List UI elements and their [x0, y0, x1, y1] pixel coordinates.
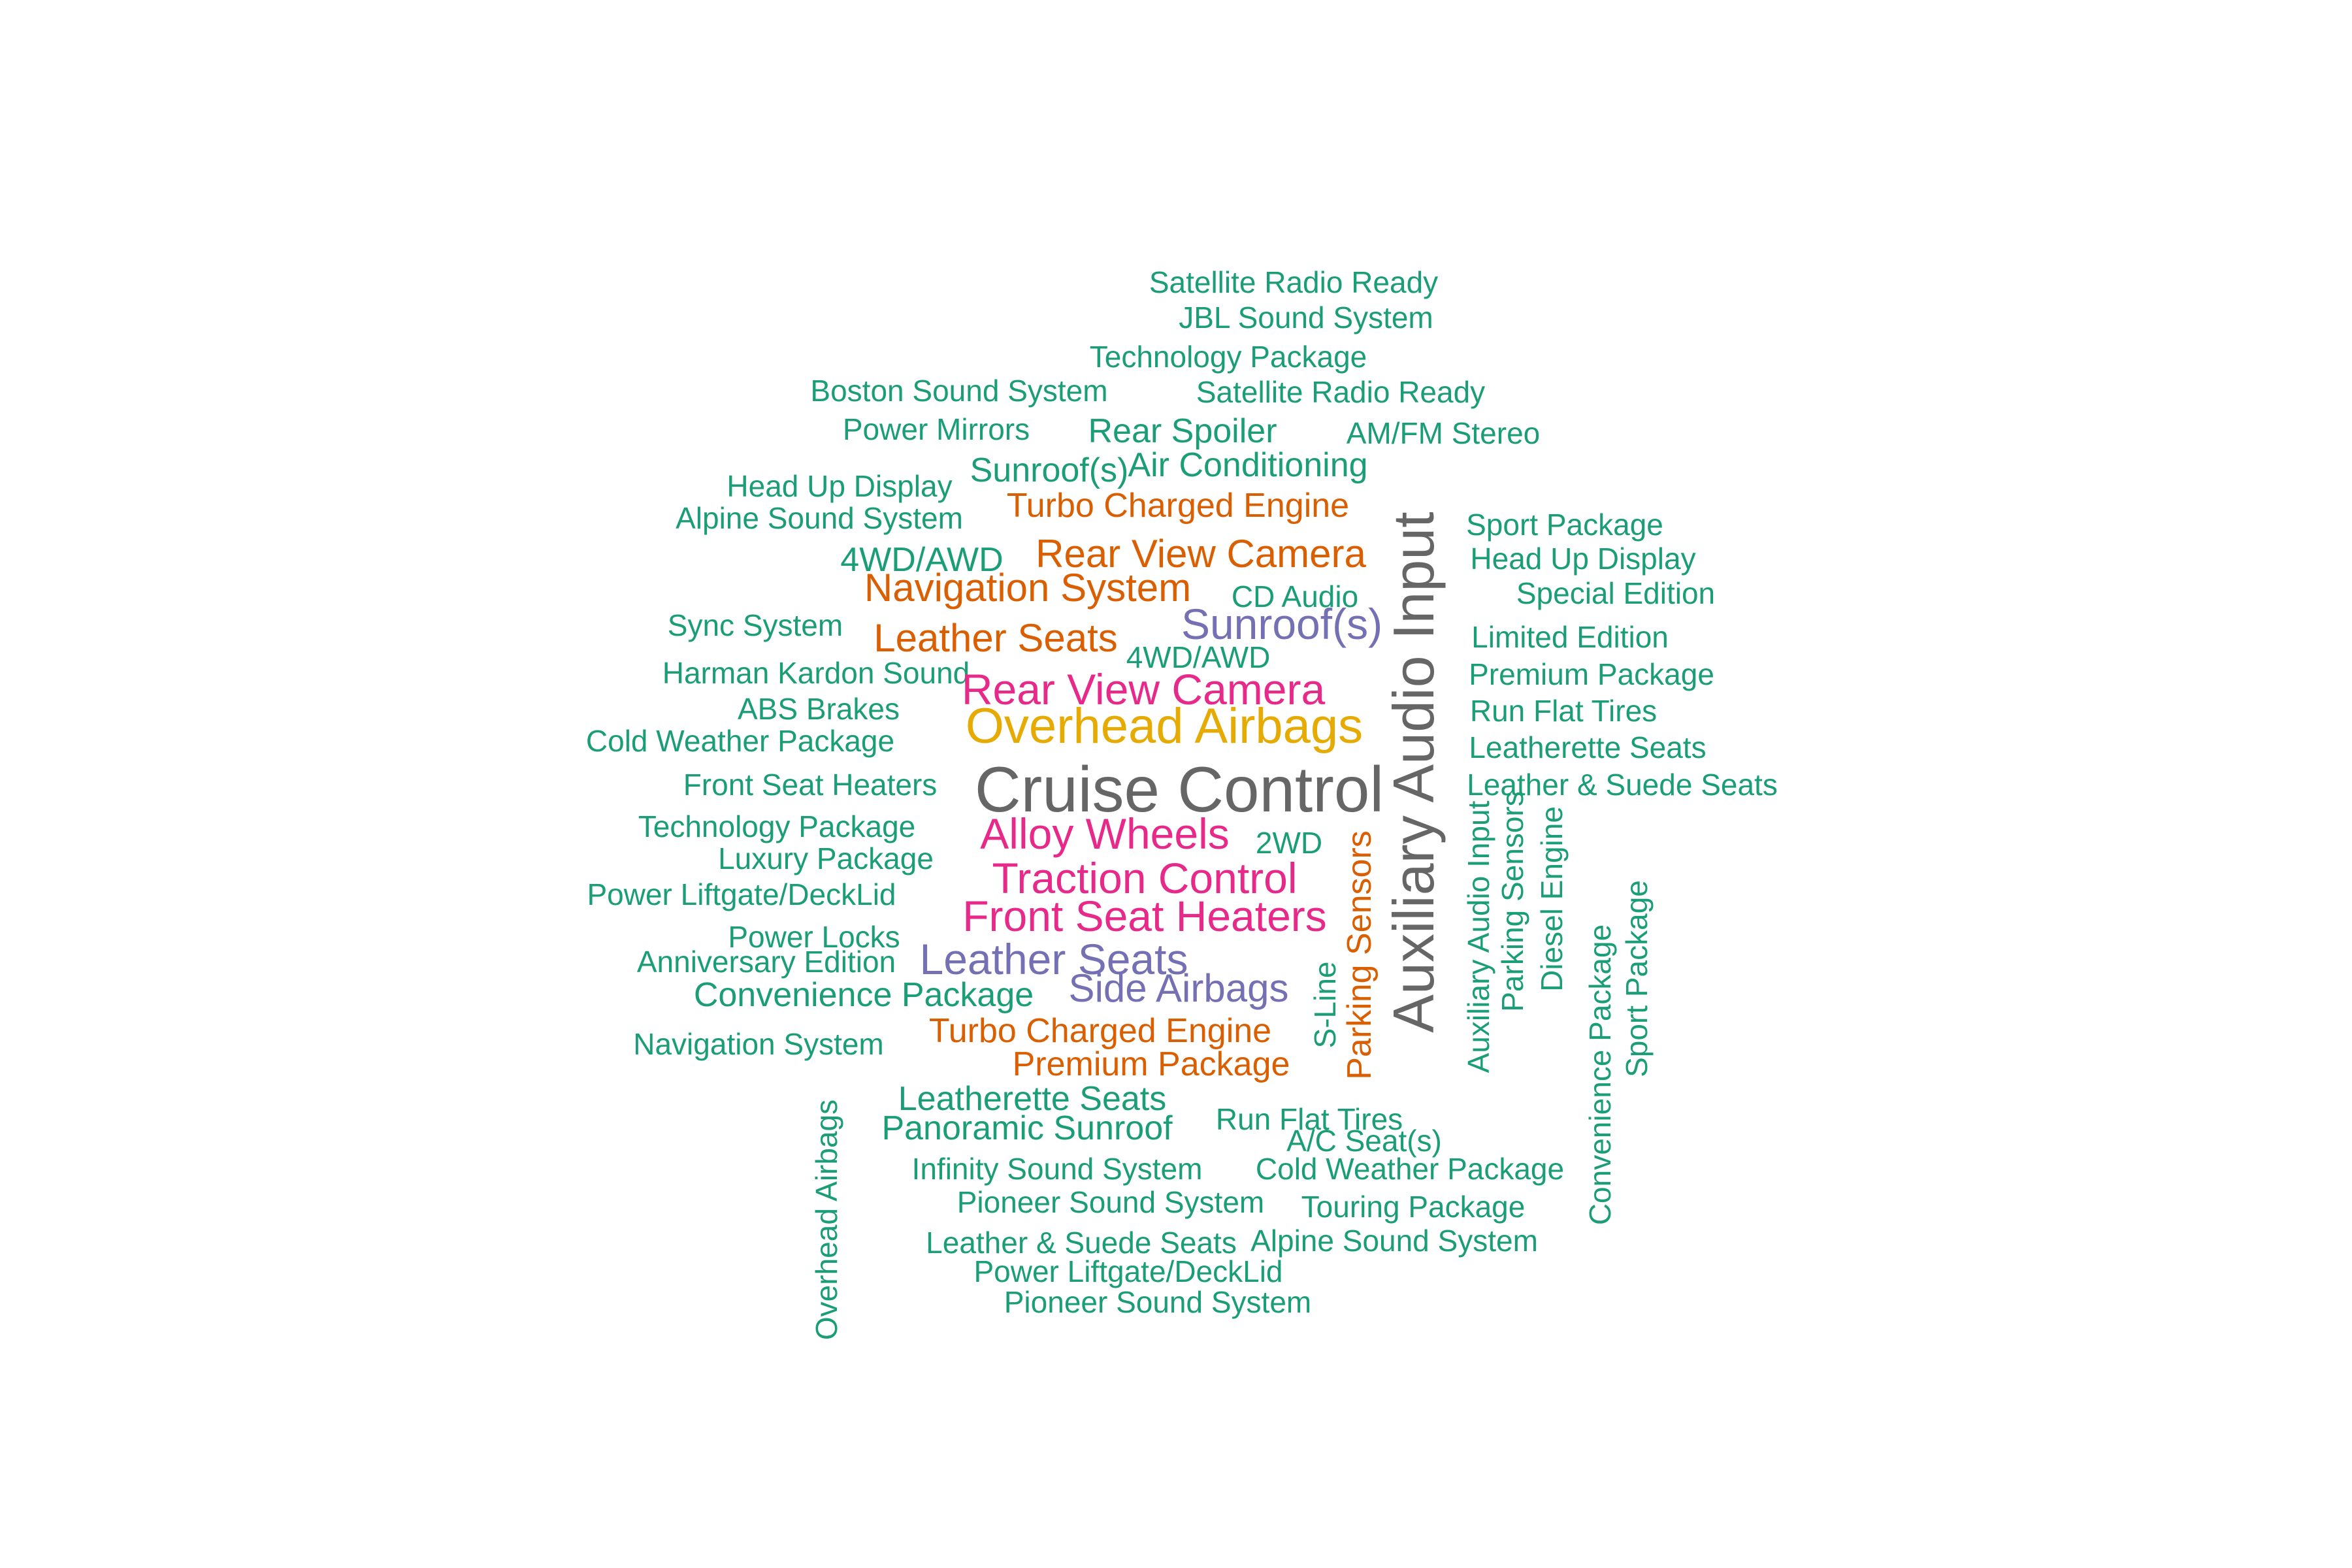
word-run-flat-tires: Run Flat Tires [1469, 694, 1658, 728]
word-s-line: S-Line [1308, 961, 1342, 1049]
word-premium-package: Premium Package [1469, 657, 1714, 691]
word-2wd: 2WD [1255, 826, 1323, 860]
word-turbo-charged-engine: Turbo Charged Engine [1006, 487, 1350, 525]
word-sport-package: Sport Package [1620, 880, 1654, 1077]
word-front-seat-heaters: Front Seat Heaters [683, 768, 938, 802]
word-sunroof-s: Sunroof(s) [1181, 600, 1383, 648]
word-pioneer-sound-system: Pioneer Sound System [956, 1185, 1265, 1219]
word-panoramic-sunroof: Panoramic Sunroof [881, 1109, 1173, 1147]
word-sunroof-s: Sunroof(s) [970, 451, 1129, 489]
word-traction-control: Traction Control [992, 854, 1298, 902]
word-leather-seats: Leather Seats [919, 935, 1188, 983]
word-power-mirrors: Power Mirrors [842, 412, 1030, 446]
word-leather-suede-seats: Leather & Suede Seats [1467, 768, 1778, 802]
word-overhead-airbags: Overhead Airbags [809, 1099, 843, 1341]
word-premium-package: Premium Package [1012, 1045, 1290, 1083]
word-rear-view-camera: Rear View Camera [961, 665, 1326, 713]
word-cruise-control: Cruise Control [974, 753, 1384, 825]
word-convenience-package: Convenience Package [693, 976, 1034, 1014]
word-leather-suede-seats: Leather & Suede Seats [926, 1226, 1237, 1260]
word-rear-spoiler: Rear Spoiler [1088, 412, 1277, 450]
word-power-locks: Power Locks [728, 920, 900, 954]
word-diesel-engine: Diesel Engine [1535, 806, 1569, 992]
word-run-flat-tires: Run Flat Tires [1215, 1102, 1403, 1136]
word-sync-system: Sync System [667, 608, 843, 642]
word-4wd-awd: 4WD/AWD [840, 541, 1004, 579]
word-air-conditioning: Air Conditioning [1128, 446, 1368, 484]
word-parking-sensors: Parking Sensors [1495, 791, 1529, 1012]
word-auxiliary-audio-input: Auxiliary Audio Input [1462, 800, 1495, 1073]
word-satellite-radio-ready: Satellite Radio Ready [1149, 265, 1439, 299]
word-turbo-charged-engine: Turbo Charged Engine [928, 1012, 1272, 1050]
word-navigation-system: Navigation System [633, 1027, 884, 1061]
word-pioneer-sound-system: Pioneer Sound System [1004, 1285, 1312, 1319]
word-infinity-sound-system: Infinity Sound System [911, 1152, 1203, 1186]
word-power-liftgate-decklid: Power Liftgate/DeckLid [973, 1254, 1283, 1288]
word-cold-weather-package: Cold Weather Package [585, 724, 895, 758]
word-anniversary-edition: Anniversary Edition [636, 945, 896, 979]
word-power-liftgate-decklid: Power Liftgate/DeckLid [587, 877, 896, 911]
word-a-c-seat-s: A/C Seat(s) [1286, 1124, 1442, 1158]
word-technology-package: Technology Package [638, 809, 916, 843]
word-navigation-system: Navigation System [864, 566, 1192, 610]
word-am-fm-stereo: AM/FM Stereo [1346, 416, 1541, 450]
word-front-seat-heaters: Front Seat Heaters [962, 892, 1327, 940]
word-harman-kardon-sound: Harman Kardon Sound [662, 656, 970, 690]
word-satellite-radio-ready: Satellite Radio Ready [1196, 375, 1486, 409]
word-sport-package: Sport Package [1466, 508, 1663, 542]
word-boston-sound-system: Boston Sound System [810, 374, 1108, 408]
word-luxury-package: Luxury Package [718, 841, 934, 875]
word-jbl-sound-system: JBL Sound System [1179, 301, 1433, 335]
word-parking-sensors: Parking Sensors [1341, 830, 1379, 1080]
word-leatherette-seats: Leatherette Seats [898, 1080, 1167, 1118]
word-head-up-display: Head Up Display [727, 469, 953, 503]
word-special-edition: Special Edition [1516, 576, 1716, 610]
word-rear-view-camera: Rear View Camera [1036, 532, 1366, 576]
word-technology-package: Technology Package [1089, 340, 1367, 374]
word-side-airbags: Side Airbags [1068, 966, 1289, 1010]
word-alpine-sound-system: Alpine Sound System [676, 501, 963, 535]
word-overhead-airbags: Overhead Airbags [965, 698, 1364, 754]
word-alpine-sound-system: Alpine Sound System [1250, 1224, 1538, 1258]
word-limited-edition: Limited Edition [1471, 620, 1669, 654]
word-leather-seats: Leather Seats [874, 616, 1118, 660]
word-abs-brakes: ABS Brakes [738, 692, 900, 726]
word-alloy-wheels: Alloy Wheels [980, 809, 1230, 858]
word-4wd-awd: 4WD/AWD [1126, 640, 1271, 674]
word-auxiliary-audio-input: Auxiliary Audio Input [1381, 512, 1446, 1033]
word-leatherette-seats: Leatherette Seats [1469, 730, 1707, 764]
word-cold-weather-package: Cold Weather Package [1255, 1152, 1565, 1186]
word-cd-audio: CD Audio [1231, 580, 1359, 613]
word-head-up-display: Head Up Display [1470, 542, 1696, 576]
word-convenience-package: Convenience Package [1583, 924, 1617, 1226]
word-touring-package: Touring Package [1301, 1190, 1526, 1224]
